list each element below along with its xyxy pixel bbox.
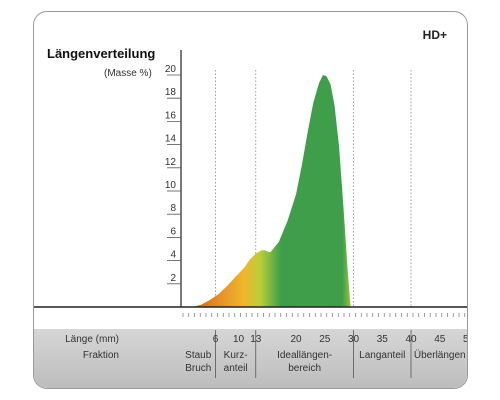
fraction-label-1-0: Kurz- (224, 350, 248, 361)
y-tick-label-4: 4 (170, 250, 176, 261)
y-axis-label: (Masse %) (104, 68, 152, 79)
x-axis-label: Länge (mm) (65, 334, 119, 345)
x-tick-label-50: 50 (463, 334, 467, 345)
fraction-label-0-1: Bruch (185, 363, 211, 374)
y-tick-label-18: 18 (165, 87, 177, 98)
fraction-label-2-1: bereich (288, 363, 321, 374)
x-tick-label-13: 13 (250, 334, 262, 345)
x-tick-label-40: 40 (405, 334, 417, 345)
y-tick-label-2: 2 (170, 273, 176, 284)
chart-card: HD+ Längenverteilung (Masse %) 2 4 6 8 10 12 1… (33, 11, 468, 389)
length-distribution-chart: 2 4 6 8 10 12 14 16 18 20 Länge (mm) 6 10 13 20 25 30 35 4… (34, 50, 467, 378)
fraction-label-2-0: Ideallängen- (277, 350, 332, 361)
x-tick-label-25: 25 (319, 334, 331, 345)
y-tick-label-12: 12 (165, 157, 177, 168)
x-tick-label-30: 30 (348, 334, 360, 345)
y-tick-label-10: 10 (165, 180, 177, 191)
chart-title: Längenverteilung (47, 46, 156, 61)
distribution-area (192, 75, 351, 307)
x-tick-label-6: 6 (213, 334, 219, 345)
x-tick-label-20: 20 (290, 334, 302, 345)
x-tick-label-45: 45 (434, 334, 446, 345)
x-tick-label-10: 10 (233, 334, 245, 345)
fraction-label-4-0: Überlängen (414, 349, 466, 361)
y-tick-label-16: 16 (165, 110, 177, 121)
product-badge: HD+ (422, 28, 447, 42)
y-tick-label-20: 20 (165, 64, 177, 75)
y-tick-label-8: 8 (170, 203, 176, 214)
fraction-label-3-0: Langanteil (359, 350, 405, 361)
y-tick-label-6: 6 (170, 226, 176, 237)
fraction-row-label: Fraktion (83, 350, 119, 361)
fraction-label-1-1: anteil (224, 363, 248, 374)
y-tick-label-14: 14 (165, 134, 177, 145)
x-tick-label-35: 35 (377, 334, 389, 345)
fraction-label-0-0: Staub (185, 350, 212, 361)
fraction-band (34, 329, 467, 388)
